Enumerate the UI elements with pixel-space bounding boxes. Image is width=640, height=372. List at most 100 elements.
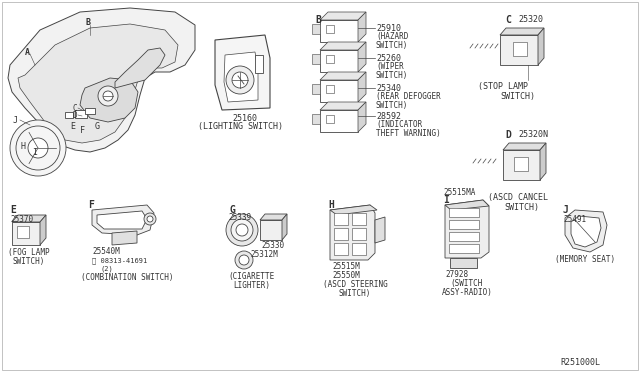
Text: C: C	[72, 104, 77, 113]
Bar	[513, 42, 527, 56]
Polygon shape	[18, 24, 178, 143]
Polygon shape	[358, 72, 366, 102]
Text: J: J	[13, 116, 18, 125]
Text: E: E	[10, 205, 16, 215]
Text: 25320: 25320	[518, 15, 543, 24]
Polygon shape	[320, 42, 366, 50]
Text: H: H	[328, 200, 334, 210]
Bar	[326, 25, 334, 33]
Text: 25540M: 25540M	[92, 247, 120, 256]
Polygon shape	[445, 200, 489, 258]
Text: F: F	[80, 126, 85, 135]
Polygon shape	[571, 216, 601, 247]
Text: ASSY-RADIO): ASSY-RADIO)	[442, 288, 492, 297]
Polygon shape	[312, 84, 320, 94]
Polygon shape	[260, 214, 287, 220]
Polygon shape	[320, 110, 358, 132]
Polygon shape	[92, 205, 154, 235]
Polygon shape	[320, 20, 358, 42]
Text: 25910: 25910	[376, 24, 401, 33]
Text: H: H	[20, 142, 25, 151]
Polygon shape	[450, 258, 477, 268]
Circle shape	[10, 120, 66, 176]
Polygon shape	[97, 211, 147, 229]
Bar	[514, 157, 528, 171]
Polygon shape	[320, 102, 366, 110]
Text: SWITCH): SWITCH)	[339, 289, 371, 298]
Polygon shape	[500, 35, 538, 65]
Text: C: C	[505, 15, 511, 25]
Polygon shape	[503, 150, 540, 180]
Bar	[352, 213, 366, 225]
Polygon shape	[115, 48, 165, 88]
Text: Ⓢ 08313-41691: Ⓢ 08313-41691	[92, 257, 147, 264]
Text: F: F	[88, 200, 94, 210]
Text: 25491: 25491	[563, 215, 586, 224]
Bar	[334, 243, 348, 255]
Text: A: A	[25, 48, 30, 57]
Polygon shape	[312, 54, 320, 64]
Polygon shape	[80, 78, 138, 122]
Text: E: E	[70, 122, 75, 131]
Text: 25515MA: 25515MA	[443, 188, 476, 197]
Text: 25340: 25340	[376, 84, 401, 93]
Circle shape	[103, 91, 113, 101]
Polygon shape	[500, 28, 544, 35]
Polygon shape	[112, 231, 137, 245]
Text: 25550M: 25550M	[332, 271, 360, 280]
Text: I: I	[32, 148, 37, 157]
Circle shape	[98, 86, 118, 106]
Text: J: J	[563, 205, 569, 215]
Polygon shape	[358, 42, 366, 72]
Polygon shape	[565, 210, 607, 252]
Bar	[449, 220, 479, 229]
Text: SWITCH): SWITCH)	[500, 92, 536, 101]
Text: (FOG LAMP: (FOG LAMP	[8, 248, 50, 257]
Text: THEFT WARNING): THEFT WARNING)	[376, 129, 441, 138]
Polygon shape	[320, 12, 366, 20]
Text: (LIGHTING SWITCH): (LIGHTING SWITCH)	[198, 122, 282, 131]
Bar	[85, 108, 95, 114]
Text: B: B	[315, 15, 321, 25]
Text: D: D	[72, 111, 77, 120]
Text: (STOP LAMP: (STOP LAMP	[478, 82, 528, 91]
Text: D: D	[505, 130, 511, 140]
Text: 28592: 28592	[376, 112, 401, 121]
Circle shape	[235, 251, 253, 269]
Bar	[334, 213, 348, 225]
Polygon shape	[320, 72, 366, 80]
Polygon shape	[12, 215, 46, 222]
Text: 25160: 25160	[232, 114, 257, 123]
Text: (WIPER: (WIPER	[376, 62, 404, 71]
Circle shape	[147, 216, 153, 222]
Text: (INDICATOR: (INDICATOR	[376, 120, 422, 129]
Text: B: B	[85, 18, 90, 27]
Text: (CIGARETTE: (CIGARETTE	[229, 272, 275, 281]
Text: 27928: 27928	[445, 270, 468, 279]
Text: (ASCD CANCEL: (ASCD CANCEL	[488, 193, 548, 202]
Circle shape	[231, 219, 253, 241]
Text: LIGHTER): LIGHTER)	[234, 281, 271, 290]
Bar	[326, 55, 334, 63]
Polygon shape	[312, 114, 320, 124]
Text: SWITCH): SWITCH)	[376, 41, 408, 50]
Circle shape	[236, 224, 248, 236]
Polygon shape	[260, 220, 282, 240]
Bar	[449, 232, 479, 241]
Polygon shape	[12, 222, 40, 245]
Polygon shape	[224, 52, 258, 102]
Text: (COMBINATION SWITCH): (COMBINATION SWITCH)	[81, 273, 173, 282]
Polygon shape	[320, 50, 358, 72]
Polygon shape	[358, 102, 366, 132]
Text: G: G	[95, 122, 100, 131]
Polygon shape	[358, 12, 366, 42]
Bar	[352, 228, 366, 240]
Text: (REAR DEFOGGER: (REAR DEFOGGER	[376, 92, 441, 101]
Bar	[449, 208, 479, 217]
Text: SWITCH): SWITCH)	[376, 71, 408, 80]
Text: 25320N: 25320N	[518, 130, 548, 139]
Polygon shape	[445, 200, 489, 210]
Polygon shape	[540, 143, 546, 180]
Circle shape	[28, 138, 48, 158]
Bar	[326, 115, 334, 123]
